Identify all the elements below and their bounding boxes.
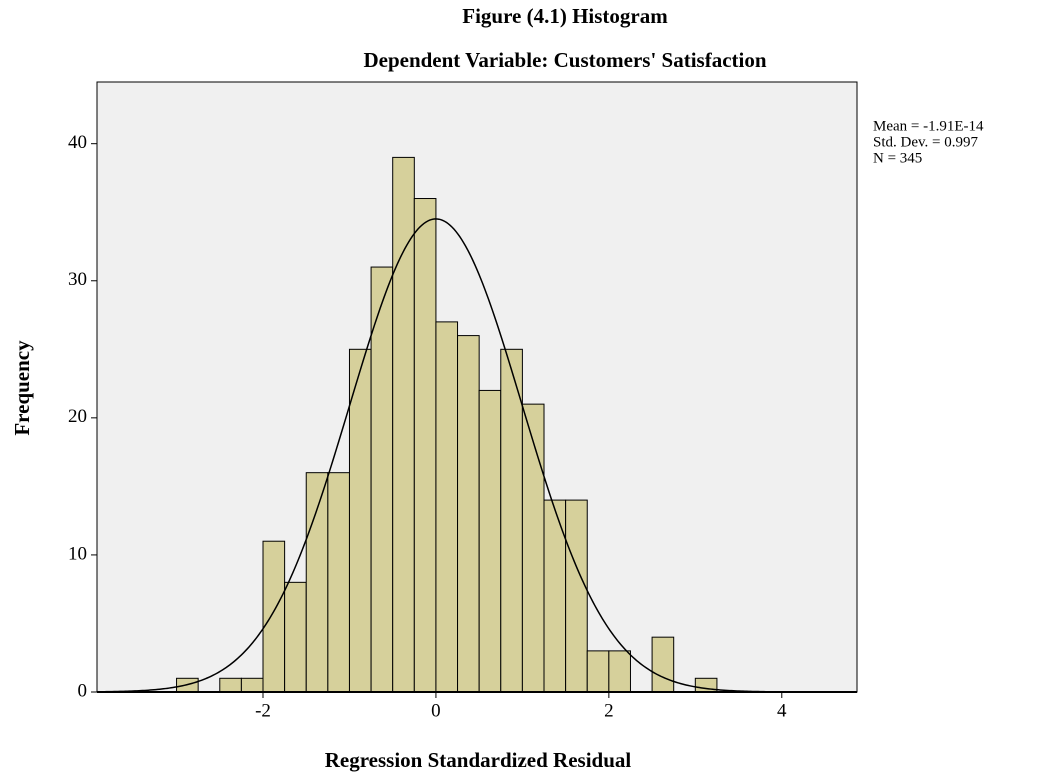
bar [521,403,545,693]
y-axis-label: Frequency [10,340,34,436]
bar [478,389,502,693]
bar [586,650,610,693]
bar [327,472,350,693]
chart-subtitle: Dependent Variable: Customers' Satisfact… [363,48,766,72]
bar [500,348,523,693]
bar [370,266,394,693]
y-tick-label: 30 [68,269,87,290]
bar [262,540,286,693]
x-axis-label: Regression Standardized Residual [325,748,632,772]
annotation: Mean = -1.91E-14 [873,118,984,134]
bar [435,321,459,693]
bar [565,499,588,693]
x-tick-label: 0 [431,700,441,721]
bar [608,650,631,693]
chart-title: Figure (4.1) Histogram [462,4,668,28]
bar [240,677,264,693]
y-tick-label: 0 [78,680,88,701]
y-tick-label: 10 [68,543,87,564]
bar [651,636,675,693]
annotation: Std. Dev. = 0.997 [873,134,978,150]
normal-curve [96,218,857,693]
y-tick-label: 20 [68,406,87,427]
bar [457,335,480,693]
x-tick-label: -2 [255,700,271,721]
bar [305,472,329,693]
bar [219,677,242,693]
bar [348,348,372,693]
x-tick-label: 2 [604,700,614,721]
annotation: N = 345 [873,150,922,166]
x-tick-label: 4 [777,700,787,721]
bar [413,198,437,693]
bar [284,581,307,693]
y-tick-label: 40 [68,132,87,153]
